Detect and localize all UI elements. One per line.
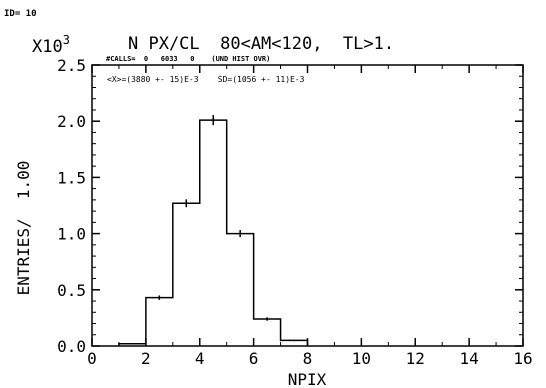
x-tick-label: 10 [352,349,371,368]
y-tick-label: 2.0 [57,112,86,131]
histogram-bars [118,115,309,346]
y-tick-label: 1.5 [57,168,86,187]
calls-summary: #CALLS= 0 6033 0 (UND HIST OVR) [106,55,270,63]
y-axis-label: ENTRIES/ 1.00 [14,161,33,296]
y-axis-ticks: 0.0 0.5 1.0 1.5 2.0 2.5 [57,56,523,356]
y-tick-label: 0.0 [57,337,86,356]
y-tick-label: 0.5 [57,281,86,300]
y-scale-multiplier: X103 [32,33,70,57]
histogram-outline [118,119,309,346]
y-scale-multiplier-base: X10 [32,37,63,57]
stats-summary: <X>=(3880 +- 15)E-3 SD=(1056 +- 11)E-3 [107,75,305,84]
x-tick-label: 2 [141,349,151,368]
x-tick-label: 6 [249,349,259,368]
y-tick-label: 1.0 [57,225,86,244]
histogram-id-label: ID= 10 [4,9,37,19]
y-scale-multiplier-exponent: 3 [63,33,70,47]
x-tick-label: 12 [406,349,425,368]
chart-title: N PX/CL 80<AM<120, TL>1. [128,34,394,54]
plot-frame [91,64,524,347]
x-tick-label: 14 [459,349,478,368]
x-tick-label: 0 [87,349,97,368]
y-tick-label: 2.5 [57,56,86,75]
x-axis-label: NPIX [288,370,327,388]
x-tick-label: 16 [513,349,532,368]
x-tick-label: 4 [195,349,205,368]
x-axis-ticks: 0 2 4 6 8 10 12 14 16 [87,65,533,368]
x-tick-label: 8 [303,349,313,368]
